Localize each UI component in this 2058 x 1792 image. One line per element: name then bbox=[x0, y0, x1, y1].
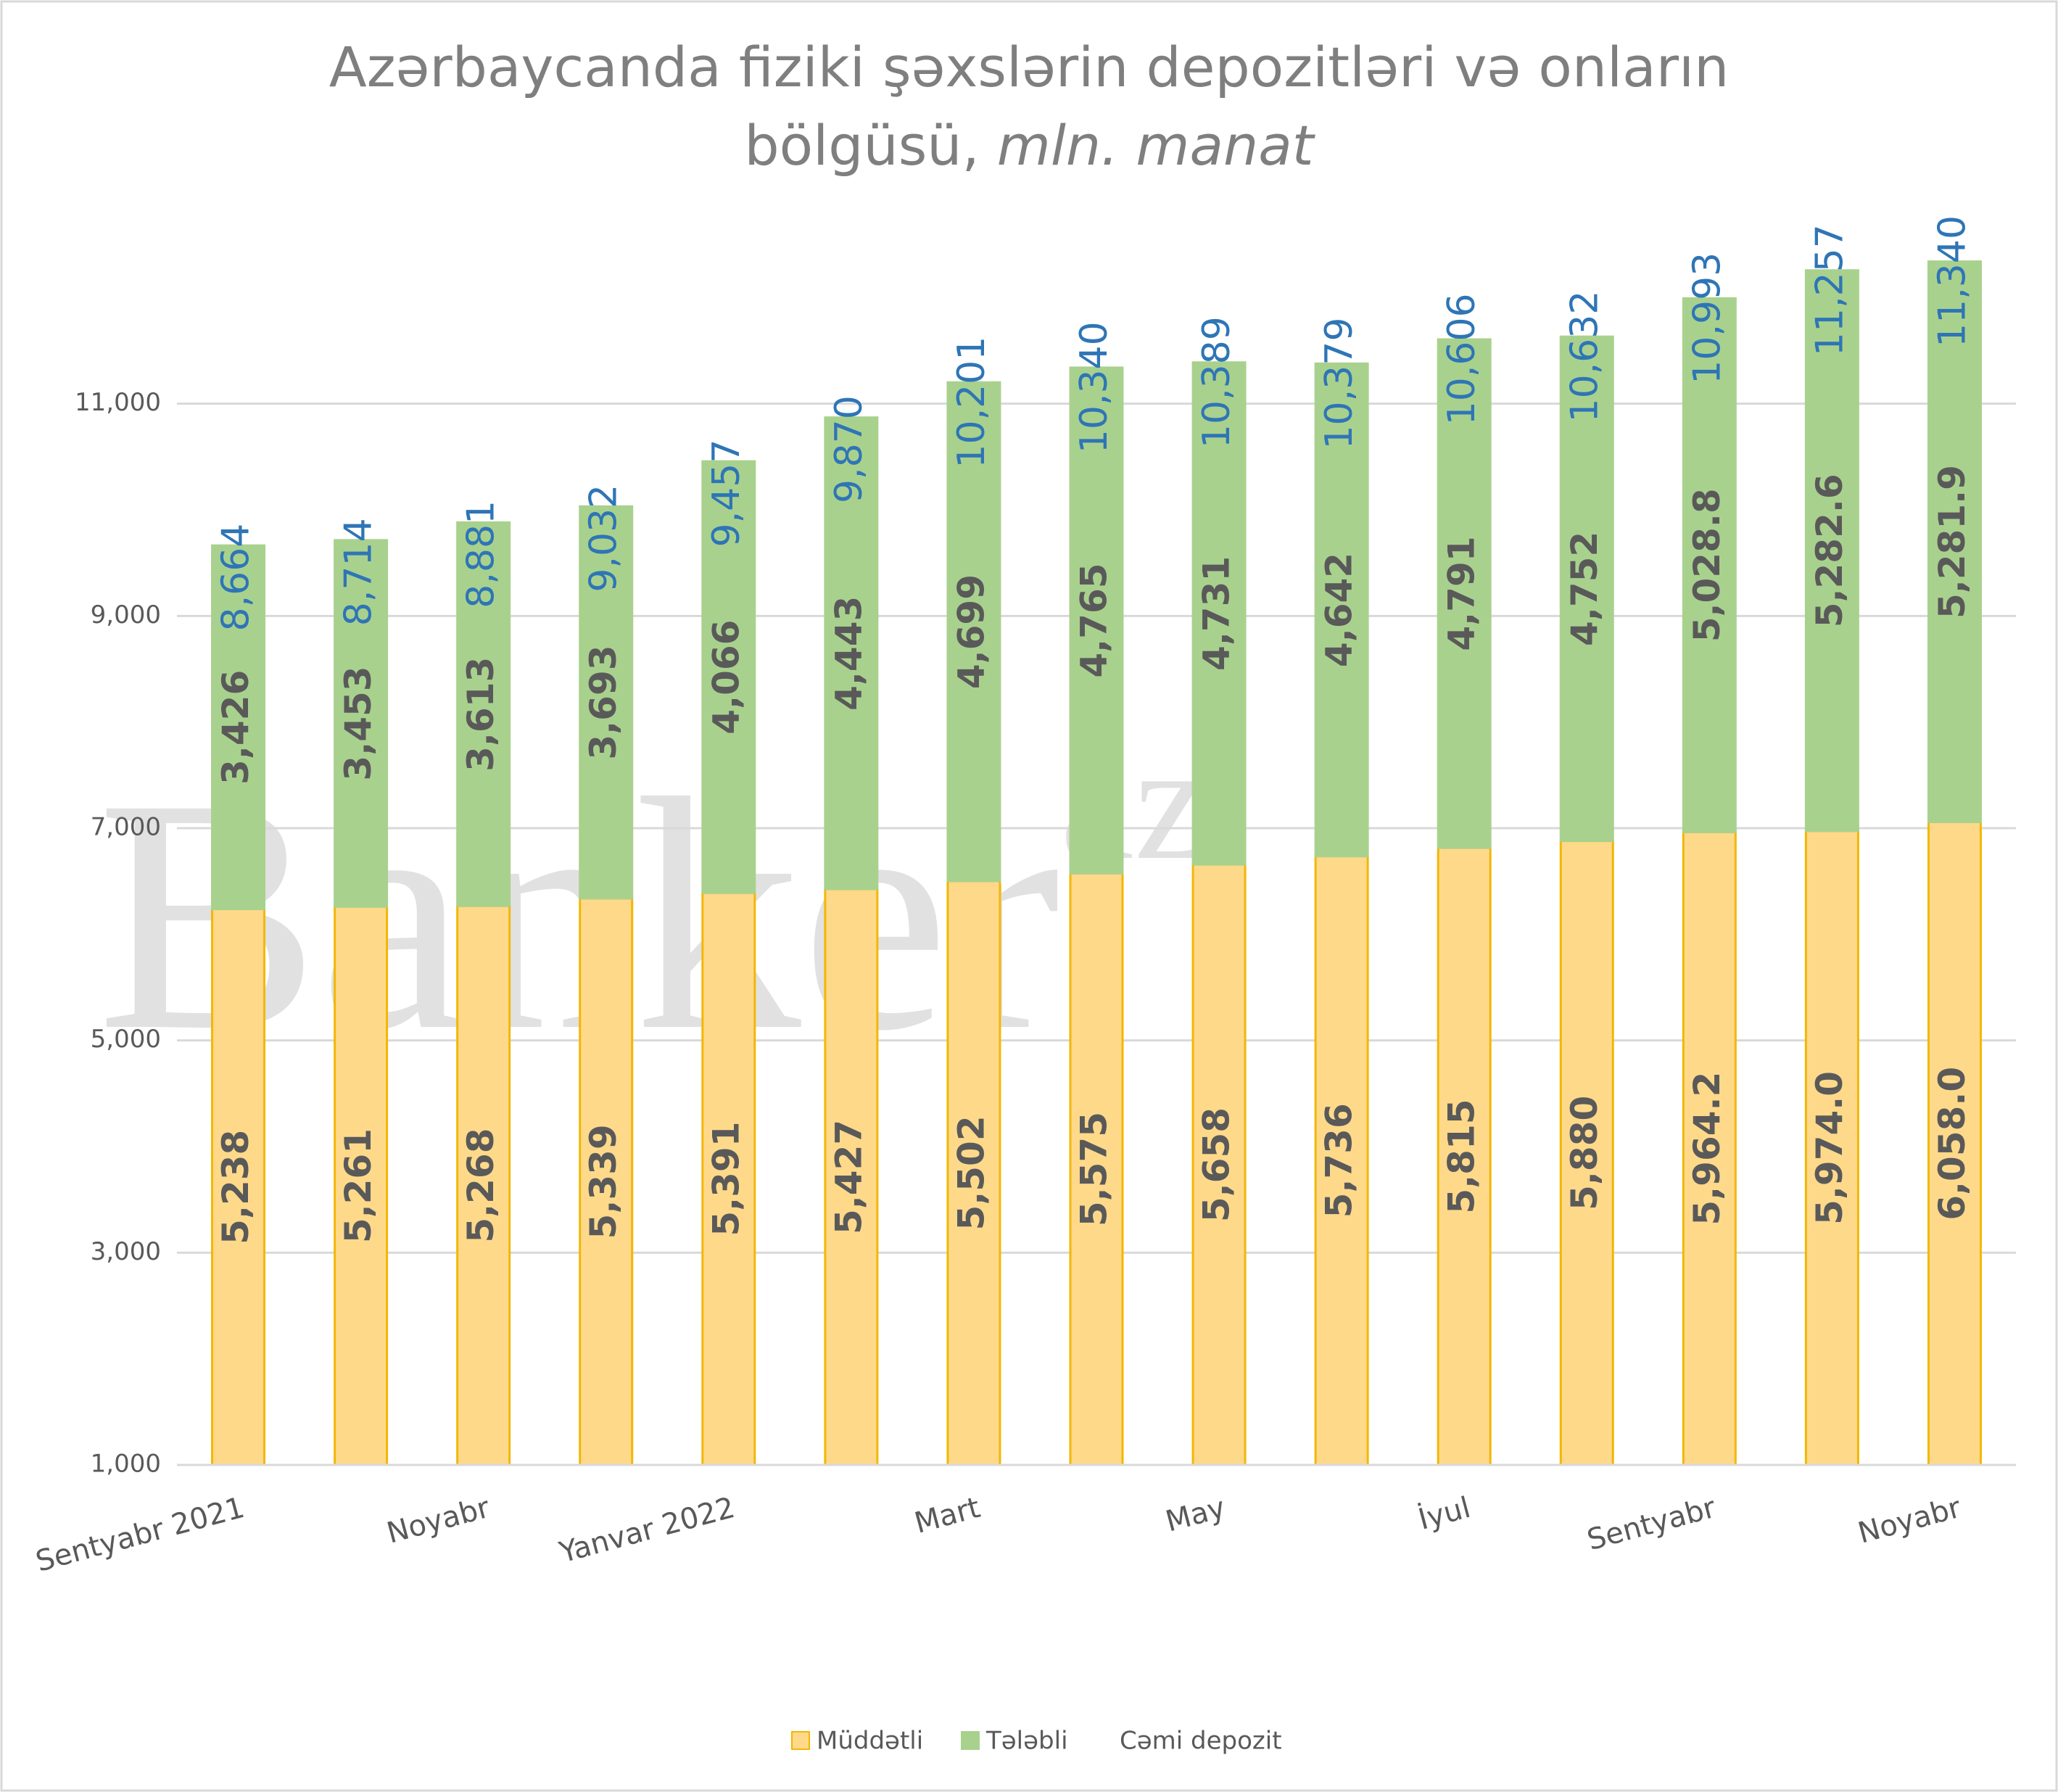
total-value-label: 11,340 bbox=[1930, 215, 1974, 347]
bar bbox=[946, 880, 1001, 1466]
legend-label: Tələbli bbox=[985, 1727, 1068, 1756]
total-value-label: 10,379 bbox=[1318, 318, 1361, 450]
bar-value-label: 3,453 bbox=[337, 666, 379, 780]
total-value-label: 8,664 bbox=[215, 524, 258, 632]
bar bbox=[1437, 338, 1492, 849]
bar-value-label: 5,339 bbox=[582, 1124, 624, 1239]
bar-value-label: 5,391 bbox=[705, 1121, 747, 1236]
y-tick-label: 5,000 bbox=[91, 1025, 161, 1054]
total-value-label: 9,032 bbox=[582, 484, 626, 592]
chart-title: bölgüsü, bbox=[744, 113, 979, 178]
bar-value-label: 4,731 bbox=[1196, 556, 1238, 671]
legend-label: Müddətli bbox=[817, 1727, 923, 1756]
total-value-label: 10,606 bbox=[1440, 293, 1484, 425]
y-tick-label: 1,000 bbox=[91, 1450, 161, 1479]
bar-value-label: 5,261 bbox=[337, 1128, 379, 1243]
bar bbox=[1069, 366, 1124, 875]
total-value-label: 10,389 bbox=[1195, 316, 1239, 448]
bar-value-label: 5,964.2 bbox=[1686, 1072, 1728, 1226]
bar-value-label: 5,268 bbox=[460, 1128, 502, 1242]
total-value-label: 10,201 bbox=[950, 336, 993, 468]
bar-value-label: 5,028.8 bbox=[1686, 488, 1728, 642]
bar-value-label: 3,426 bbox=[215, 670, 257, 785]
bar-value-label: 5,880 bbox=[1563, 1096, 1606, 1210]
bar-value-label: 4,443 bbox=[827, 596, 869, 711]
total-value-label: 8,881 bbox=[460, 500, 503, 608]
bar-value-label: 5,427 bbox=[827, 1120, 869, 1234]
bar bbox=[579, 505, 634, 900]
total-value-label: 10,340 bbox=[1073, 321, 1116, 453]
bar-value-label: 5,281.9 bbox=[1931, 465, 1973, 619]
total-value-label: 10,993 bbox=[1685, 252, 1729, 384]
bar bbox=[334, 539, 389, 908]
chart-title-unit: mln. manat bbox=[997, 113, 1316, 178]
bar-value-label: 4,791 bbox=[1441, 536, 1483, 651]
bar bbox=[701, 891, 756, 1466]
bar-value-label: 5,575 bbox=[1073, 1112, 1115, 1226]
chart-title: Azərbaycanda fiziki şəxslərin depozitlər… bbox=[329, 35, 1730, 99]
y-tick-label: 11,000 bbox=[75, 388, 161, 417]
bar bbox=[1559, 335, 1614, 843]
bar-value-label: 5,736 bbox=[1318, 1103, 1360, 1218]
bar bbox=[334, 905, 389, 1466]
bar bbox=[1682, 297, 1737, 833]
total-value-label: 10,632 bbox=[1563, 291, 1606, 423]
bar-value-label: 4,066 bbox=[705, 620, 747, 735]
bar-value-label: 6,058.0 bbox=[1931, 1067, 1973, 1221]
bar bbox=[211, 544, 266, 911]
y-tick-label: 9,000 bbox=[91, 600, 161, 629]
bar-value-label: 5,658 bbox=[1196, 1107, 1238, 1222]
bar bbox=[946, 381, 1001, 883]
legend-label: Cəmi depozit bbox=[1120, 1727, 1282, 1756]
legend-swatch bbox=[961, 1731, 980, 1750]
bar bbox=[701, 460, 756, 894]
bar-value-label: 5,282.6 bbox=[1809, 474, 1851, 627]
y-tick-label: 3,000 bbox=[91, 1237, 161, 1266]
bar-value-label: 5,815 bbox=[1441, 1099, 1483, 1213]
bar-value-label: 3,613 bbox=[460, 657, 502, 772]
total-value-label: 11,257 bbox=[1808, 224, 1851, 356]
y-tick-label: 7,000 bbox=[91, 813, 161, 842]
total-value-label: 8,714 bbox=[337, 518, 381, 626]
bar bbox=[456, 521, 511, 907]
legend-swatch bbox=[791, 1731, 810, 1750]
bar bbox=[1437, 846, 1492, 1466]
total-value-label: 9,870 bbox=[827, 395, 871, 503]
bar bbox=[1927, 821, 1982, 1466]
bar bbox=[1804, 830, 1859, 1466]
bar bbox=[1069, 872, 1124, 1466]
bar bbox=[1191, 361, 1247, 866]
bar-value-label: 4,642 bbox=[1318, 553, 1360, 667]
bar-value-label: 5,974.0 bbox=[1809, 1071, 1851, 1225]
total-value-label: 9,457 bbox=[705, 439, 748, 548]
bar-value-label: 4,765 bbox=[1073, 563, 1115, 677]
bar-value-label: 4,699 bbox=[950, 574, 992, 689]
bar bbox=[1804, 269, 1859, 833]
bar-value-label: 4,752 bbox=[1563, 532, 1606, 646]
bar bbox=[1314, 855, 1369, 1466]
bar bbox=[824, 416, 879, 891]
bar-value-label: 5,502 bbox=[950, 1115, 992, 1230]
chart-title: bölgüsü, mln. manat bbox=[744, 113, 1315, 178]
bar-value-label: 3,693 bbox=[582, 645, 624, 759]
bar bbox=[1927, 260, 1982, 824]
bar-value-label: 5,238 bbox=[215, 1130, 257, 1244]
bar bbox=[1314, 362, 1369, 858]
